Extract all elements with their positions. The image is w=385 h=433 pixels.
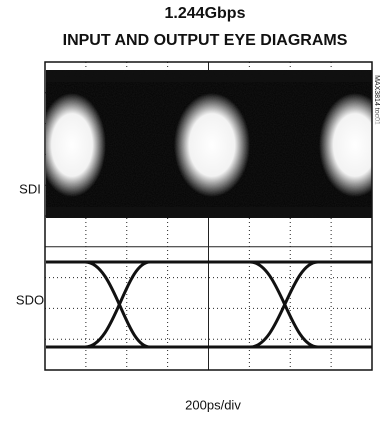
chart-subtitle: INPUT AND OUTPUT EYE DIAGRAMS [63, 32, 348, 49]
chart-title: 1.244Gbps [165, 5, 246, 22]
transition [230, 262, 318, 347]
transition [230, 262, 318, 347]
eye-opening [38, 93, 106, 197]
chart: 1.244Gbps INPUT AND OUTPUT EYE DIAGRAMS … [0, 0, 385, 433]
eye-opening [174, 93, 250, 197]
page: 1.244Gbps INPUT AND OUTPUT EYE DIAGRAMS … [0, 0, 385, 433]
sdi-trace [38, 70, 385, 218]
trace-label: SDO [16, 292, 44, 307]
rail [46, 207, 372, 218]
trace-label: SDI [19, 181, 41, 196]
x-axis-label: 200ps/div [185, 397, 241, 412]
rail [46, 70, 372, 82]
